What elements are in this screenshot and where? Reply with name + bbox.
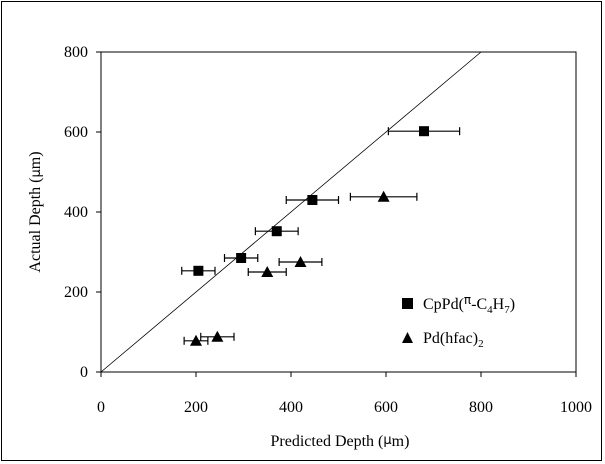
data-points	[181, 126, 461, 346]
x-tick-label-3: 600	[374, 399, 398, 416]
legend-label-series-1: CpPd(π-C4H7)	[423, 293, 515, 316]
legend: CpPd(π-C4H7) Pd(hfac)2	[402, 293, 515, 350]
reference-line-group	[100, 51, 482, 373]
series-1-point-4-marker	[307, 195, 318, 205]
series-2-point-2-marker	[211, 330, 224, 342]
series-1-point-2-marker	[236, 253, 247, 263]
legend-label-series-2: Pd(hfac)2	[423, 330, 484, 350]
x-tick-label-1: 200	[184, 399, 208, 416]
x-tick-label-0: 0	[97, 399, 105, 416]
x-axis-label-prefix: Predicted Depth (	[271, 433, 384, 450]
series-2-point-1-marker	[190, 334, 202, 346]
legend-marker-square	[402, 298, 413, 309]
x-axis-label: Predicted Depth (μm)	[271, 433, 410, 450]
reference-line	[100, 51, 482, 373]
x-axis-label-suffix: m)	[392, 433, 410, 450]
series-1-point-1-marker	[193, 265, 204, 276]
y-tick-label-4: 800	[64, 44, 88, 61]
y-axis-label-mu: μ	[29, 169, 44, 177]
y-axis-label-suffix: m)	[27, 151, 44, 169]
series-2-point-3-marker	[261, 266, 274, 277]
plot-area	[100, 51, 577, 373]
x-tick-label-5: 1000	[560, 399, 592, 416]
x-tick-label-2: 400	[279, 399, 303, 416]
legend-marker-triangle	[402, 332, 413, 343]
y-tick-label-2: 400	[64, 204, 88, 221]
series-2-point-5-marker	[377, 190, 390, 202]
plot-border	[100, 51, 577, 373]
y-axis-label-prefix: Actual Depth (	[27, 177, 44, 272]
x-axis-label-mu: μ	[383, 433, 391, 448]
x-tick-label-4: 800	[469, 399, 493, 416]
series-1-point-3-marker	[271, 226, 282, 237]
y-tick-label-0: 0	[80, 364, 88, 381]
axes: 0 200 400 600 800 1000 0 200 400 600 800	[64, 44, 592, 416]
y-tick-label-1: 200	[64, 284, 88, 301]
y-axis-label: Actual Depth (μm)	[27, 151, 44, 272]
series-2-point-4-marker	[294, 256, 307, 267]
y-tick-label-3: 600	[64, 124, 88, 141]
series-1-point-5-marker	[419, 126, 429, 137]
